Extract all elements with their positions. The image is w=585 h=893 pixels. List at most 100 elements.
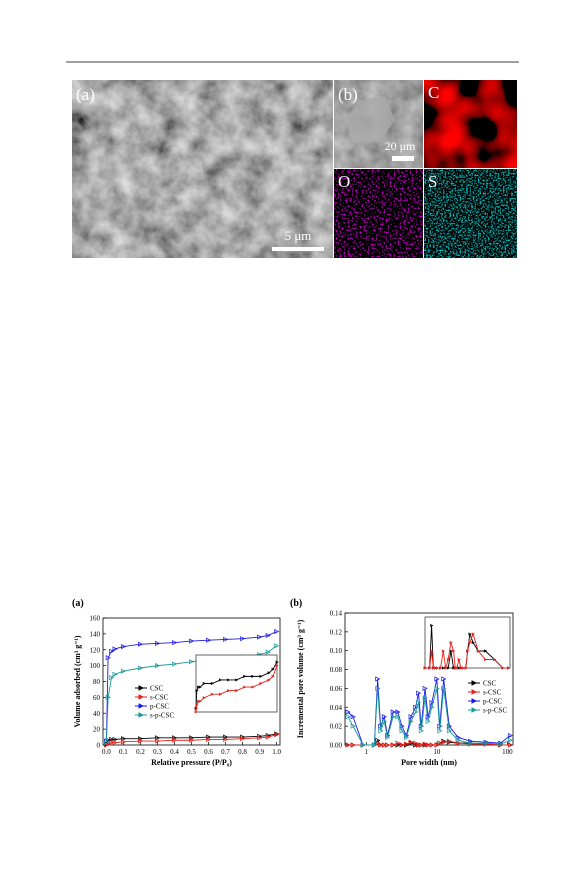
chart: (b) 1 10 100 0.00 0.02 0.04 0.06 0.08 0.10 0.12 0.1… [290,598,514,767]
data-point [109,674,115,681]
data-point [243,685,247,689]
y-tick-label: 0.14 [330,610,343,618]
data-point [468,640,472,645]
data-point [441,676,447,682]
data-point [429,700,435,706]
data-point [390,709,396,715]
data-point [446,723,453,729]
data-point [195,689,199,693]
map-c-signal [424,80,517,168]
data-point [404,734,410,741]
data-point [399,728,405,734]
legend-label: s-CSC [150,694,169,702]
y-tick-label: 160 [90,615,101,623]
legend-marker [138,685,145,691]
data-point [172,737,178,743]
data-point [507,666,511,670]
data-point [441,739,447,745]
data-point [275,660,279,664]
data-point [434,742,440,748]
legend-marker [138,694,145,700]
x-tick-label: 0.7 [221,748,230,756]
data-point [223,736,229,743]
data-point [198,699,202,703]
data-point [197,685,201,689]
data-point [265,649,271,655]
data-point [350,714,356,720]
legend-label: CSC [483,680,497,688]
data-point [476,649,480,653]
data-point [459,666,463,670]
data-point [446,738,453,744]
scale-bar-label: 20 μm [385,139,416,153]
data-point [121,736,127,742]
data-point [464,666,468,670]
data-point [441,685,447,691]
data-point [422,741,428,747]
data-point [189,737,195,743]
data-point [121,644,127,650]
legend-marker [471,680,478,686]
x-tick-label: 100 [502,748,513,756]
data-point [434,666,438,670]
data-point [399,742,405,748]
x-tick-label: 1.0 [272,748,281,756]
data-point [428,666,432,670]
data-point [155,735,161,741]
panel-label: C [428,83,439,102]
legend-label: p-CSC [483,698,502,706]
x-tick-label: 0.9 [255,748,264,756]
data-point [109,740,115,746]
data-point [434,676,440,682]
data-point [413,704,419,710]
data-point [430,623,434,628]
legend-marker [471,698,478,704]
data-point [381,718,388,724]
data-point [452,666,456,670]
scale-bar [272,247,324,251]
data-point [437,728,443,734]
y-tick-label: 120 [90,646,101,654]
legend-label: s-p-CSC [150,712,174,720]
data-point [227,689,231,693]
data-point [197,699,201,703]
data-point [455,740,461,746]
data-point [271,667,275,671]
data-point [493,657,497,662]
chart: (a) 0.0 0.1 0.2 0.3 0.4 0.5 0.6 0.7 0.8 0.9 1.0 0 20 4… [72,598,281,767]
data-point [422,685,428,691]
data-point [345,709,351,715]
data-point [345,742,351,748]
y-tick-label: 40 [93,710,101,718]
x-tick-label: 10 [433,748,441,756]
data-point [251,674,255,678]
panel-label: (a) [76,85,95,104]
data-point [455,734,461,741]
data-point [455,666,459,670]
data-point [507,742,514,748]
data-point [257,634,263,640]
panel-label: (b) [290,598,302,609]
y-axis-label: Volume adsorbed (cm³ g⁻¹) [73,635,82,727]
data-point [416,690,422,696]
data-point [109,648,115,654]
legend-label: s-p-CSC [483,707,507,715]
data-point [243,674,247,678]
inset [423,616,511,670]
x-tick-label: 0.1 [119,748,128,756]
data-point [446,657,451,662]
particle [345,96,395,142]
sem-texture-a [72,80,333,258]
data-point [206,637,212,643]
x-tick-label: 0.4 [170,748,179,756]
data-point [483,740,489,746]
data-point [507,733,514,739]
data-point [155,640,161,646]
data-point [371,742,378,748]
data-point [257,735,263,741]
data-point [395,714,401,720]
data-point [138,738,144,744]
panel-label: S [428,172,437,191]
data-point [437,740,443,746]
data-point [408,714,414,720]
